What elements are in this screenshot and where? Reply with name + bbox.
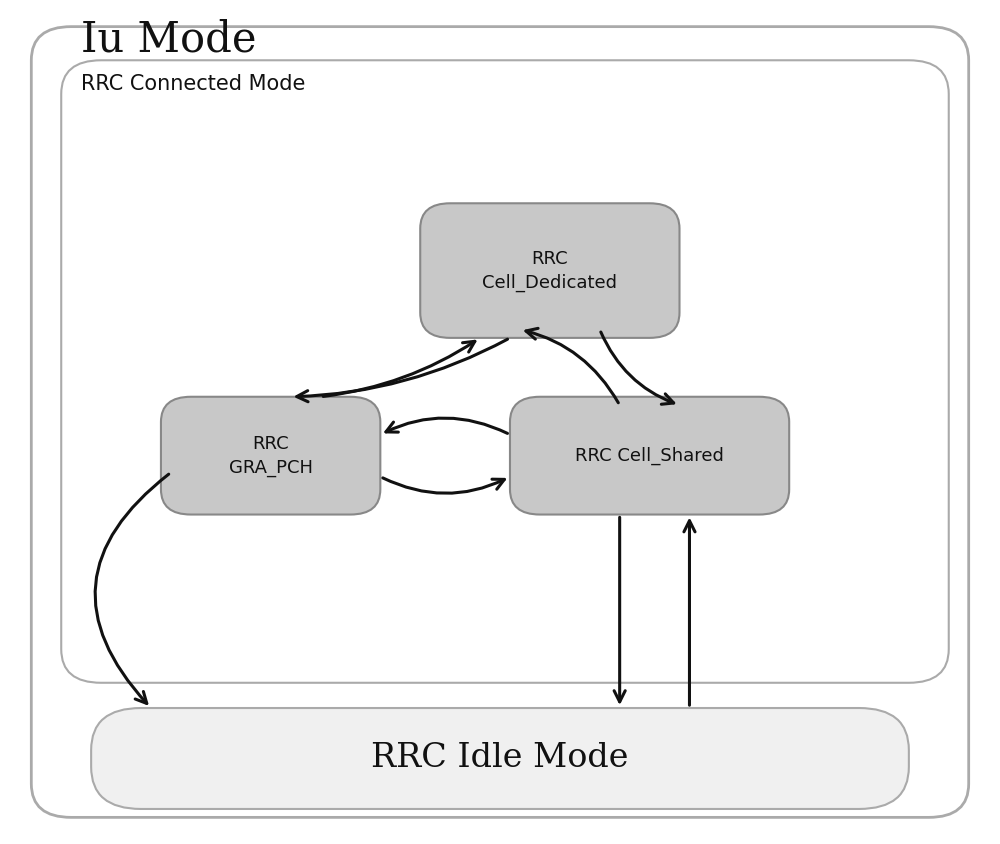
FancyBboxPatch shape	[91, 708, 909, 809]
Text: RRC Idle Mode: RRC Idle Mode	[371, 743, 629, 775]
Text: Iu Mode: Iu Mode	[81, 19, 257, 60]
FancyBboxPatch shape	[420, 203, 680, 338]
Text: RRC Connected Mode: RRC Connected Mode	[81, 74, 306, 94]
FancyBboxPatch shape	[161, 397, 380, 515]
FancyBboxPatch shape	[510, 397, 789, 515]
Text: RRC
Cell_Dedicated: RRC Cell_Dedicated	[482, 250, 617, 291]
Text: RRC
GRA_PCH: RRC GRA_PCH	[229, 435, 313, 477]
FancyBboxPatch shape	[31, 27, 969, 817]
FancyBboxPatch shape	[61, 60, 949, 683]
Text: RRC Cell_Shared: RRC Cell_Shared	[575, 446, 724, 465]
